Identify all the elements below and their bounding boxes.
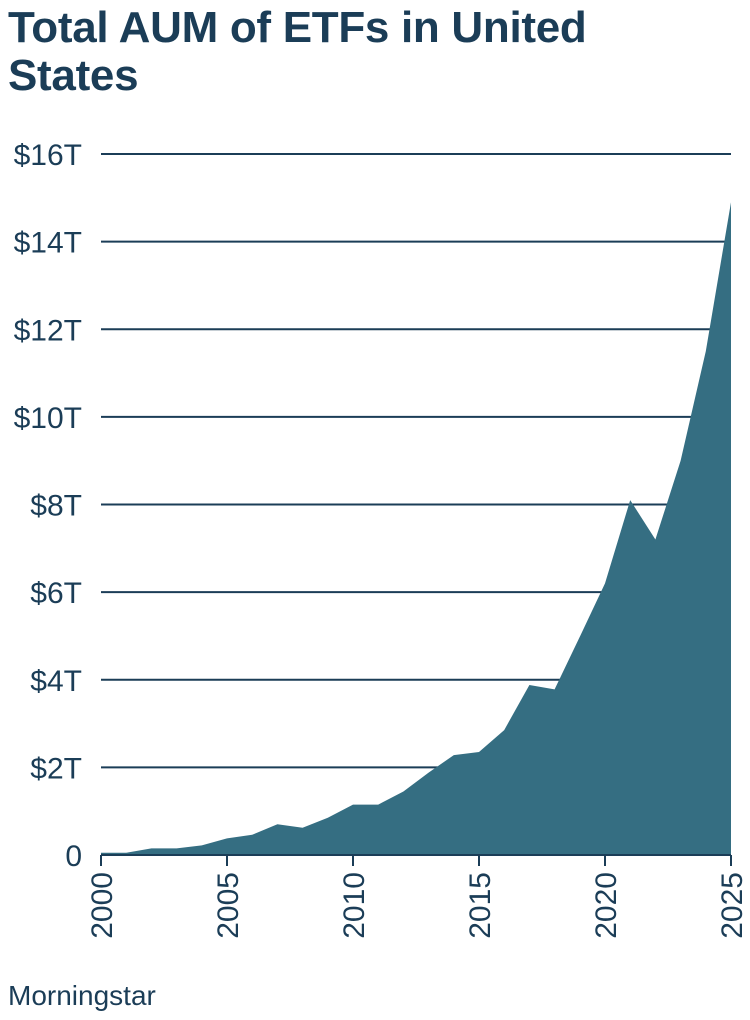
x-tick-label: 2020	[590, 872, 623, 939]
x-tick-label: 2005	[212, 872, 245, 939]
y-tick-label: $16T	[14, 139, 82, 172]
chart-area: 0$2T$4T$6T$8T$10T$12T$14T$16T 2000 2005 20…	[14, 139, 749, 939]
x-tick-label: 2015	[464, 872, 497, 939]
area-series	[101, 202, 731, 855]
chart-title: Total AUM of ETFs in United States	[8, 3, 587, 100]
aum-area	[101, 202, 731, 855]
y-tick-label: $10T	[14, 402, 82, 435]
x-tick-label: 2010	[338, 872, 371, 939]
y-tick-label: $8T	[30, 490, 82, 523]
y-tick-label: $12T	[14, 314, 82, 347]
y-tick-label: $6T	[30, 577, 82, 610]
x-tick-label: 2025	[716, 872, 749, 939]
y-tick-label: $4T	[30, 665, 82, 698]
y-tick-label: 0	[65, 840, 82, 873]
x-axis-labels: 2000 2005 2010 2015 2020 2025	[86, 872, 749, 939]
x-axis	[100, 854, 732, 866]
source-credit: Morningstar	[8, 980, 156, 1011]
gridlines	[101, 153, 731, 769]
y-tick-label: $2T	[30, 752, 82, 785]
y-axis-labels: 0 $2T $4T $6T $8T $10T $12T $14T $16T	[14, 139, 82, 873]
y-tick-label: $14T	[14, 227, 82, 260]
x-tick-label: 2000	[86, 872, 119, 939]
